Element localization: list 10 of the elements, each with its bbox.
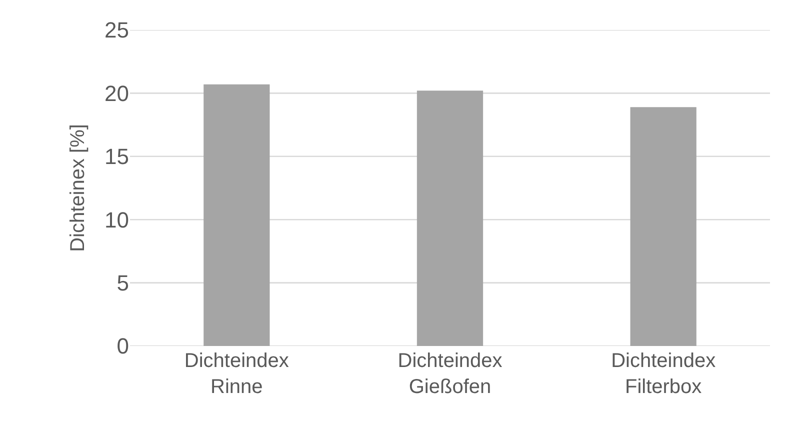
x-tick-label: Dichteindex Rinne — [184, 350, 289, 398]
y-tick-label: 0 — [116, 334, 129, 359]
y-tick-label: 5 — [116, 270, 129, 296]
y-axis-title: Dichteinex [%] — [67, 124, 90, 252]
y-tick-label: 10 — [104, 207, 129, 232]
x-tick-label: Dichteindex Filterbox — [611, 350, 716, 398]
y-tick-label: 15 — [104, 144, 129, 170]
y-tick-label: 20 — [104, 80, 129, 106]
y-tick-label: 25 — [104, 18, 129, 43]
x-tick-label: Dichteindex Gießofen — [398, 350, 502, 398]
